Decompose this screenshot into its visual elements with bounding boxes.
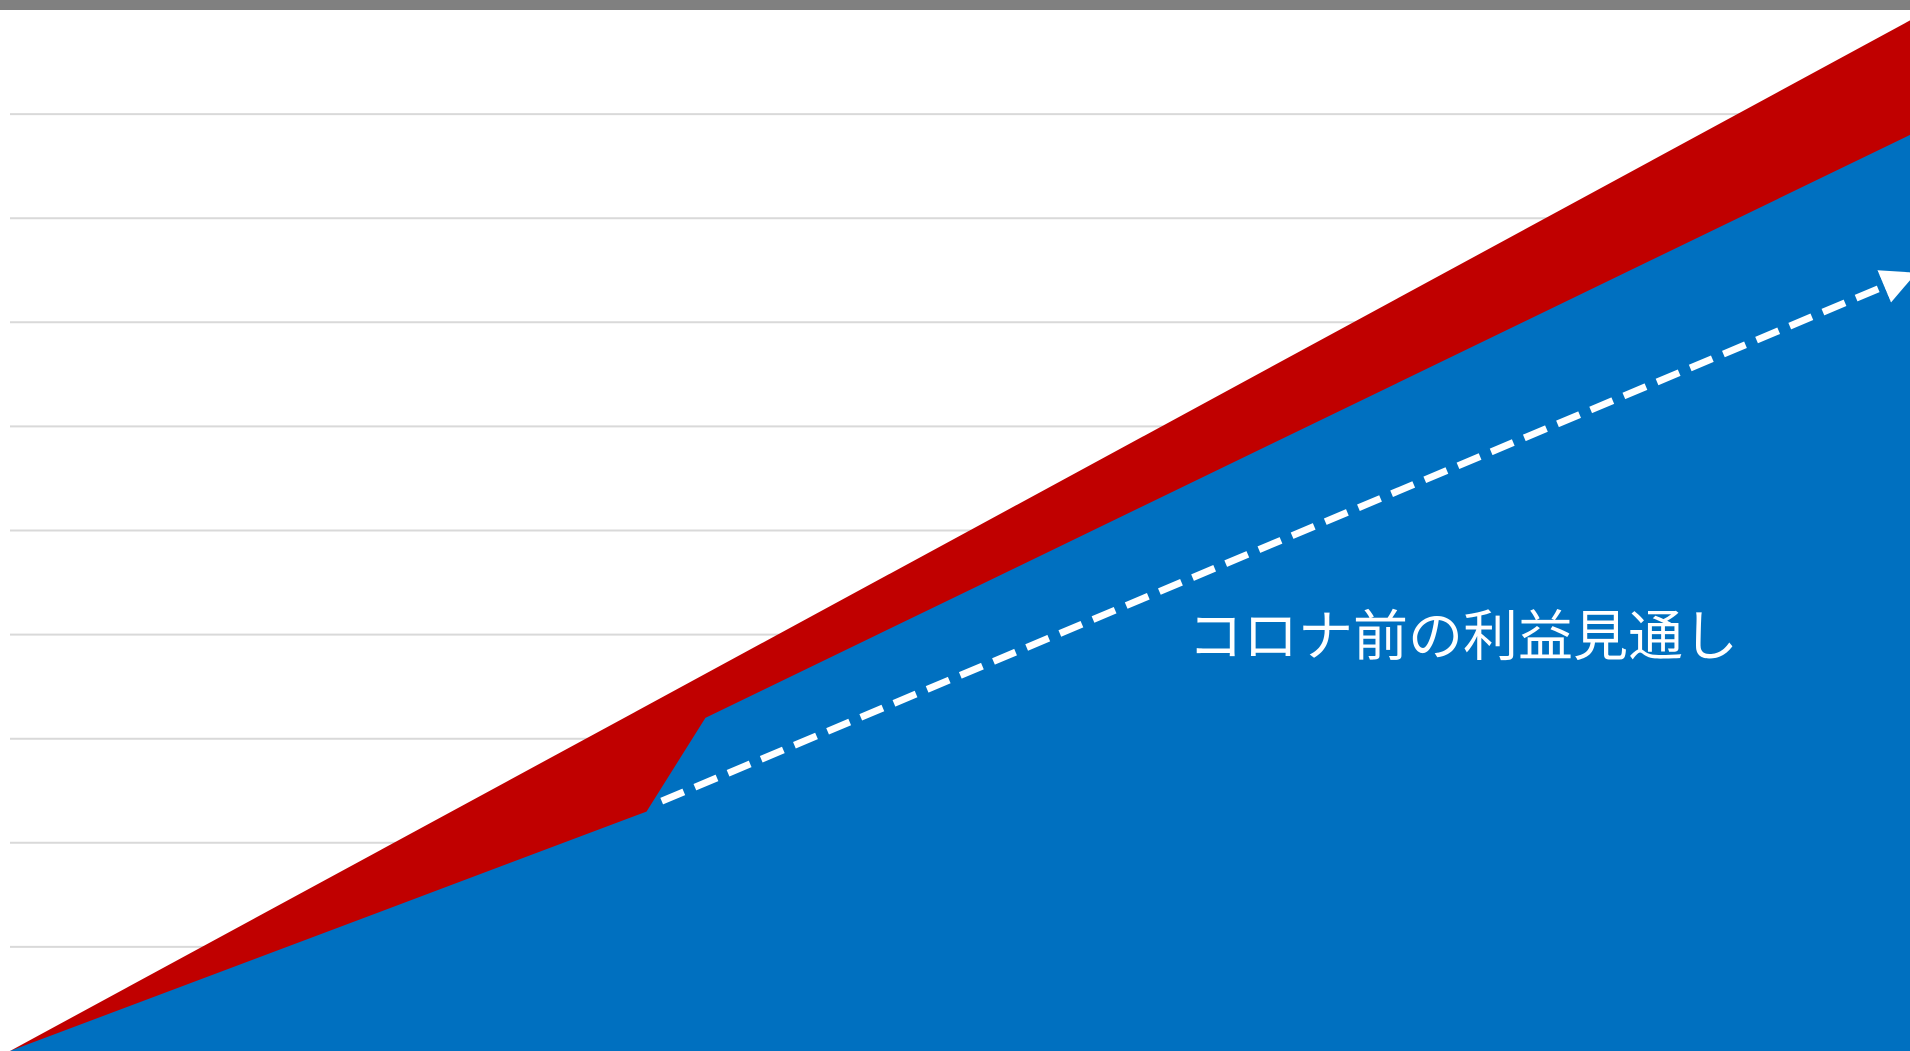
annotation-label-1: コロナ前の利益見通し xyxy=(1188,604,1738,668)
top-border-bar xyxy=(0,0,1910,10)
dashed-projection-line xyxy=(660,270,1910,805)
area-series-2 xyxy=(10,134,1910,1051)
